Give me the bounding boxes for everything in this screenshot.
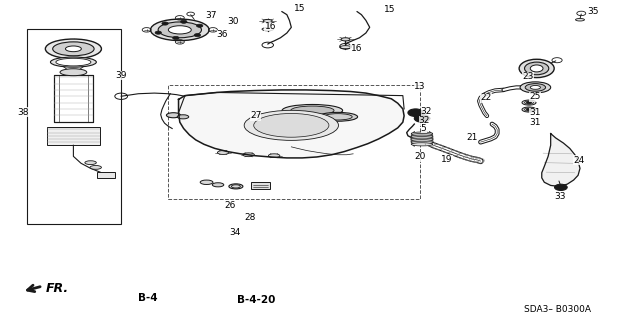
Ellipse shape <box>60 69 87 76</box>
Ellipse shape <box>411 135 433 138</box>
Text: 20: 20 <box>414 152 426 161</box>
Circle shape <box>408 109 423 116</box>
Ellipse shape <box>177 115 189 119</box>
Circle shape <box>554 184 567 190</box>
Ellipse shape <box>166 113 180 118</box>
Text: 31: 31 <box>529 108 541 117</box>
Text: 37: 37 <box>205 11 217 20</box>
Bar <box>54 75 93 122</box>
Bar <box>47 127 100 145</box>
Bar <box>27 29 121 224</box>
Ellipse shape <box>412 143 433 146</box>
Ellipse shape <box>85 161 97 165</box>
Ellipse shape <box>262 28 273 31</box>
Ellipse shape <box>263 19 272 23</box>
Ellipse shape <box>291 106 334 115</box>
Circle shape <box>180 20 187 23</box>
Ellipse shape <box>150 19 209 41</box>
Ellipse shape <box>229 184 243 189</box>
Text: 15: 15 <box>385 5 396 14</box>
Ellipse shape <box>340 46 351 49</box>
Ellipse shape <box>168 26 191 34</box>
Ellipse shape <box>519 59 554 78</box>
Ellipse shape <box>525 84 545 91</box>
Circle shape <box>527 108 532 111</box>
Text: 28: 28 <box>245 212 256 222</box>
Ellipse shape <box>282 105 342 116</box>
Text: 16: 16 <box>264 22 276 31</box>
Text: 16: 16 <box>351 44 362 53</box>
Ellipse shape <box>522 100 536 105</box>
Ellipse shape <box>318 112 358 121</box>
Text: B-4-20: B-4-20 <box>237 295 276 305</box>
Ellipse shape <box>520 82 550 93</box>
Ellipse shape <box>412 132 433 135</box>
Ellipse shape <box>200 180 213 184</box>
Text: 38: 38 <box>17 108 29 116</box>
Ellipse shape <box>531 85 540 89</box>
Text: 15: 15 <box>294 4 305 13</box>
Ellipse shape <box>65 46 81 52</box>
Text: 30: 30 <box>228 18 239 26</box>
Ellipse shape <box>575 19 584 21</box>
Ellipse shape <box>411 141 433 145</box>
Circle shape <box>173 36 179 40</box>
Bar <box>97 172 115 178</box>
Ellipse shape <box>253 114 329 137</box>
Ellipse shape <box>56 58 91 66</box>
Ellipse shape <box>411 134 433 137</box>
Ellipse shape <box>411 138 433 141</box>
Ellipse shape <box>341 38 350 41</box>
Ellipse shape <box>411 140 433 143</box>
Bar <box>54 75 93 122</box>
Ellipse shape <box>212 183 224 187</box>
Bar <box>168 85 420 199</box>
Text: 23: 23 <box>523 72 534 81</box>
Ellipse shape <box>158 22 202 38</box>
Text: FR.: FR. <box>46 282 69 295</box>
Ellipse shape <box>52 42 94 56</box>
Circle shape <box>196 24 203 27</box>
Text: B-4: B-4 <box>138 293 158 303</box>
Ellipse shape <box>411 137 433 140</box>
Polygon shape <box>179 90 404 158</box>
Text: 5: 5 <box>420 124 426 133</box>
Text: 13: 13 <box>414 82 426 91</box>
Text: 39: 39 <box>115 71 126 80</box>
Text: 35: 35 <box>588 7 599 16</box>
Ellipse shape <box>45 39 101 59</box>
Text: 34: 34 <box>230 228 241 237</box>
Text: SDA3– B0300A: SDA3– B0300A <box>524 305 591 314</box>
Circle shape <box>414 115 429 122</box>
Circle shape <box>162 22 168 25</box>
Text: 32: 32 <box>420 107 432 116</box>
Text: 31: 31 <box>529 118 541 127</box>
Ellipse shape <box>525 62 548 75</box>
Text: 19: 19 <box>441 155 452 164</box>
Text: 22: 22 <box>481 93 492 102</box>
Text: 36: 36 <box>217 30 228 39</box>
Ellipse shape <box>218 151 229 154</box>
Polygon shape <box>541 134 580 186</box>
Text: 26: 26 <box>225 201 236 210</box>
Text: 32: 32 <box>419 116 430 125</box>
Text: 24: 24 <box>573 156 585 165</box>
Text: 25: 25 <box>529 93 540 101</box>
Circle shape <box>155 31 161 34</box>
Text: 21: 21 <box>467 133 478 143</box>
Ellipse shape <box>244 110 339 140</box>
Text: 27: 27 <box>250 111 261 120</box>
Ellipse shape <box>243 153 254 157</box>
Circle shape <box>194 33 200 37</box>
Ellipse shape <box>90 166 101 169</box>
Bar <box>251 182 270 189</box>
Ellipse shape <box>531 65 543 72</box>
Ellipse shape <box>51 57 97 67</box>
Circle shape <box>527 101 532 104</box>
Ellipse shape <box>268 154 280 158</box>
Text: 33: 33 <box>554 192 566 201</box>
Ellipse shape <box>522 107 536 112</box>
